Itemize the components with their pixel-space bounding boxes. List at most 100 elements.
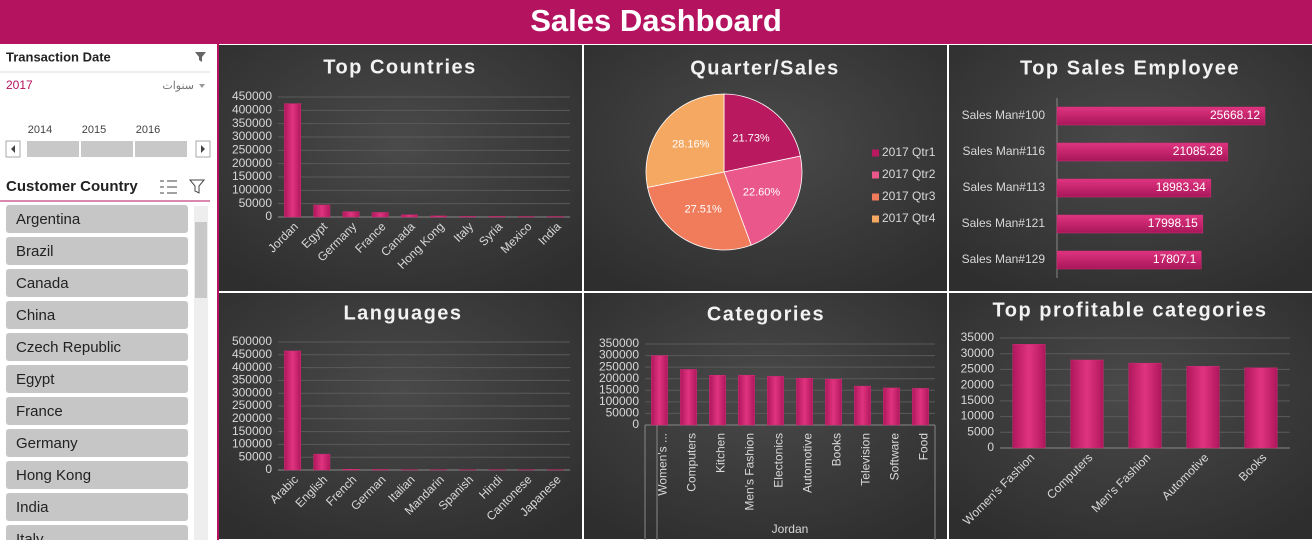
- bar: [284, 103, 302, 218]
- y-tick-label: 350000: [232, 373, 272, 387]
- pie-slice: [647, 171, 752, 251]
- chart-title: Top Sales Employee: [1020, 57, 1240, 79]
- scroll-thumb[interactable]: [195, 222, 207, 298]
- y-tick-label: 250000: [232, 398, 272, 412]
- chart-panel: [949, 45, 1312, 291]
- country-label[interactable]: Canada: [16, 275, 69, 292]
- clear-filter-icon[interactable]: [188, 179, 206, 194]
- country-label[interactable]: Hong Kong: [16, 467, 91, 484]
- x-tick-label: Kitchen: [714, 433, 728, 473]
- country-item[interactable]: [6, 365, 188, 393]
- bar: [371, 212, 389, 218]
- chart-title: Languages: [343, 302, 462, 324]
- country-label[interactable]: India: [16, 499, 49, 516]
- y-tick-label: 250000: [599, 359, 639, 373]
- chart-panel: [219, 45, 582, 291]
- y-tick-label: 300000: [232, 385, 272, 399]
- country-slicer-title: Customer Country: [6, 178, 138, 195]
- arrow-right: [201, 145, 205, 153]
- y-tick-label: Sales Man#116: [963, 144, 1046, 158]
- country-item[interactable]: [6, 493, 188, 521]
- country-label[interactable]: Egypt: [16, 371, 55, 388]
- bar: [459, 216, 477, 218]
- country-item[interactable]: [6, 269, 188, 297]
- legend-label: 2017 Qtr4: [882, 211, 936, 225]
- y-tick-label: 100000: [232, 183, 272, 197]
- country-item[interactable]: [6, 525, 188, 540]
- country-label[interactable]: Czech Republic: [16, 339, 122, 356]
- chart-title: Top Countries: [323, 56, 477, 78]
- x-tick-label: Electonics: [772, 433, 786, 488]
- bar-value-label: 17807.1: [1153, 252, 1197, 266]
- country-label[interactable]: Brazil: [16, 243, 54, 260]
- year-label[interactable]: 2014: [28, 124, 52, 136]
- year-tile[interactable]: [27, 141, 79, 157]
- country-item[interactable]: [6, 429, 188, 457]
- y-tick-label: 450000: [232, 89, 272, 103]
- chart-title: Top profitable categories: [993, 299, 1268, 321]
- bar: [854, 385, 871, 426]
- bar: [912, 388, 929, 426]
- country-item[interactable]: [6, 333, 188, 361]
- country-label[interactable]: Germany: [16, 435, 78, 452]
- year-tile[interactable]: [81, 141, 133, 157]
- country-item[interactable]: [6, 301, 188, 329]
- y-tick-label: 200000: [232, 411, 272, 425]
- bar: [371, 469, 389, 471]
- bar: [738, 374, 755, 426]
- year-label[interactable]: 2016: [136, 124, 160, 136]
- clear-filter-icon[interactable]: [195, 52, 206, 62]
- y-tick-label: 100000: [232, 437, 272, 451]
- bar: [342, 468, 360, 471]
- country-label[interactable]: Italy: [16, 531, 44, 540]
- year-label[interactable]: 2015: [82, 124, 106, 136]
- y-tick-label: Sales Man#113: [963, 180, 1046, 194]
- y-tick-label: Sales Man#129: [962, 252, 1046, 266]
- x-tick-label: Books: [830, 433, 844, 466]
- bar: [400, 214, 418, 218]
- multiselect-icon[interactable]: [160, 180, 177, 194]
- country-label[interactable]: France: [16, 403, 63, 420]
- country-item[interactable]: [6, 461, 188, 489]
- bar: [430, 215, 448, 218]
- bar: [1056, 106, 1266, 126]
- bar: [1244, 367, 1278, 449]
- y-tick-label: 200000: [232, 156, 272, 170]
- dropdown-arrow[interactable]: [199, 84, 205, 88]
- bar: [796, 378, 813, 426]
- x-tick-label: Men's Fashion: [743, 433, 757, 511]
- country-label[interactable]: China: [16, 307, 56, 324]
- bar-value-label: 18983.34: [1156, 180, 1206, 194]
- y-tick-label: 200000: [599, 371, 639, 385]
- x-tick-label: Computers: [685, 433, 699, 492]
- bar-value-label: 17998.15: [1148, 216, 1198, 230]
- country-label[interactable]: Argentina: [16, 211, 81, 228]
- bar: [313, 453, 331, 471]
- bar: [488, 216, 506, 218]
- group-label: Jordan: [772, 522, 809, 536]
- x-tick-label: Software: [888, 433, 902, 481]
- y-tick-label: 50000: [606, 406, 640, 420]
- bar: [1012, 344, 1046, 449]
- y-tick-label: 35000: [961, 330, 995, 344]
- country-item[interactable]: [6, 397, 188, 425]
- legend-label: 2017 Qtr3: [882, 189, 936, 203]
- y-tick-label: 30000: [961, 346, 995, 360]
- year-tile[interactable]: [135, 141, 187, 157]
- chart-title: Quarter/Sales: [690, 57, 840, 79]
- y-tick-label: 450000: [232, 347, 272, 361]
- bar: [1056, 142, 1229, 162]
- bar: [709, 374, 726, 426]
- date-level[interactable]: سنوات: [162, 80, 194, 92]
- bar-value-label: 21085.28: [1173, 144, 1223, 158]
- country-item[interactable]: [6, 205, 188, 233]
- bar: [767, 376, 784, 426]
- y-tick-label: 0: [265, 462, 272, 476]
- y-tick-label: 350000: [232, 116, 272, 130]
- country-item[interactable]: [6, 237, 188, 265]
- group-box: [644, 425, 936, 540]
- date-slicer-title: Transaction Date: [6, 49, 111, 64]
- bar: [1070, 359, 1104, 449]
